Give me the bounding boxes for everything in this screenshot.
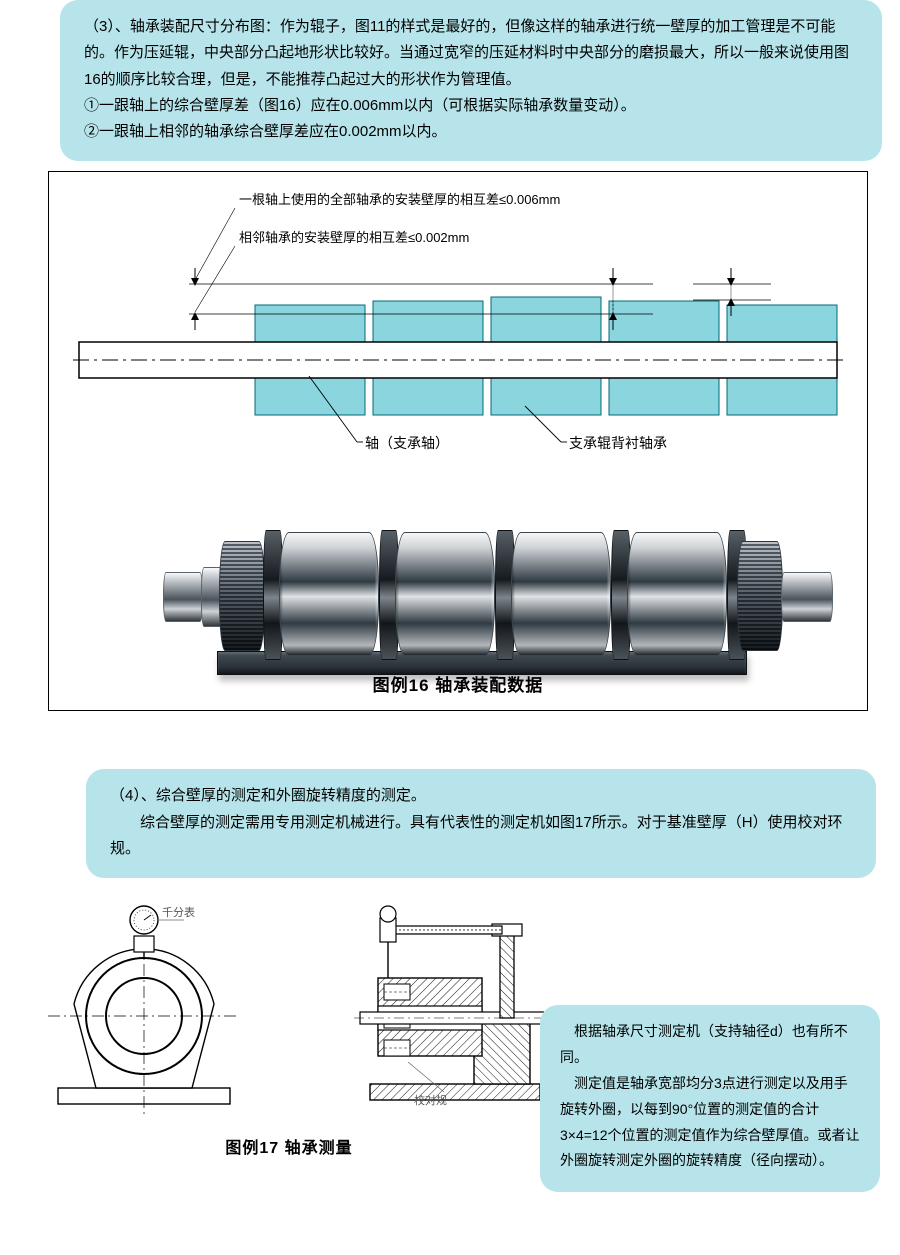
svg-text:轴（支承轴）: 轴（支承轴） — [365, 435, 449, 451]
svg-text:校对规: 校对规 — [414, 1093, 447, 1107]
section4-lead: （4）、综合壁厚的测定和外圈旋转精度的测定。 — [110, 787, 426, 804]
section3-bullet-1: ①一跟轴上的综合壁厚差（图16）应在0.006mm以内（可根据实际轴承数量变动）… — [84, 97, 636, 114]
figure-16-schematic: 一根轴上使用的全部轴承的安装壁厚的相互差≤0.006mm 相邻轴承的安装壁厚的相互… — [49, 172, 867, 462]
figure-16-frame: 一根轴上使用的全部轴承的安装壁厚的相互差≤0.006mm 相邻轴承的安装壁厚的相互… — [48, 171, 868, 711]
figure-16-roller-render — [163, 512, 833, 680]
side-note-p1: 根据轴承尺寸测定机（支持轴径d）也有所不同。 — [560, 1023, 848, 1065]
panel-section-3: （3）、轴承装配尺寸分布图：作为辊子，图11的样式是最好的，但像这样的轴承进行统… — [60, 0, 882, 161]
figure-17-caption: 图例17 轴承测量 — [34, 1134, 544, 1158]
figure-16-caption: 图例16 轴承装配数据 — [49, 671, 867, 696]
svg-text:相邻轴承的安装壁厚的相互差≤0.002mm: 相邻轴承的安装壁厚的相互差≤0.002mm — [239, 230, 469, 245]
section3-body: （3）、轴承装配尺寸分布图：作为辊子，图11的样式是最好的，但像这样的轴承进行统… — [84, 18, 849, 88]
figure-17: 千分表校对规 — [34, 896, 544, 1126]
svg-text:支承辊背衬轴承: 支承辊背衬轴承 — [569, 435, 667, 451]
section4-body: 综合壁厚的测定需用专用测定机械进行。具有代表性的测定机如图17所示。对于基准壁厚… — [110, 814, 843, 857]
section3-bullet-2: ②一跟轴上相邻的轴承综合壁厚差应在0.002mm以内。 — [84, 123, 447, 140]
page: （3）、轴承装配尺寸分布图：作为辊子，图11的样式是最好的，但像这样的轴承进行统… — [0, 0, 900, 1255]
panel-section-4: （4）、综合壁厚的测定和外圈旋转精度的测定。 综合壁厚的测定需用专用测定机械进行… — [86, 769, 876, 878]
svg-text:千分表: 千分表 — [162, 905, 195, 919]
side-note-p2: 测定值是轴承宽部均分3点进行测定以及用手旋转外圈，以每到90°位置的测定值的合计… — [560, 1075, 860, 1169]
panel-side-note: 根据轴承尺寸测定机（支持轴径d）也有所不同。 测定值是轴承宽部均分3点进行测定以… — [540, 1005, 880, 1192]
svg-text:一根轴上使用的全部轴承的安装壁厚的相互差≤0.006mm: 一根轴上使用的全部轴承的安装壁厚的相互差≤0.006mm — [239, 192, 560, 207]
